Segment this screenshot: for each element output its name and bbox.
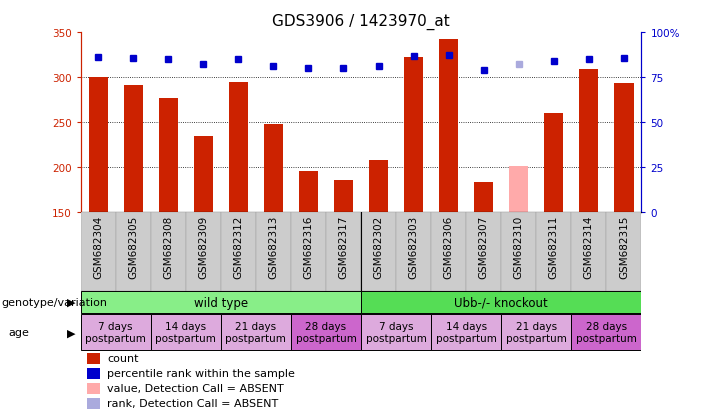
Bar — [81, 315, 151, 350]
Text: count: count — [107, 354, 139, 363]
Bar — [439, 40, 458, 213]
Text: GSM682309: GSM682309 — [198, 215, 208, 278]
Text: age: age — [8, 328, 29, 337]
Bar — [123, 86, 143, 213]
Text: GSM682316: GSM682316 — [304, 215, 313, 278]
Bar — [579, 70, 599, 213]
Text: GSM682305: GSM682305 — [128, 215, 138, 278]
Text: ▶: ▶ — [67, 297, 76, 307]
Text: GSM682314: GSM682314 — [584, 215, 594, 278]
Text: GSM682313: GSM682313 — [268, 215, 278, 278]
Bar — [229, 83, 248, 213]
Bar — [396, 213, 431, 291]
Text: GSM682311: GSM682311 — [549, 215, 559, 278]
Bar — [431, 213, 466, 291]
Bar — [466, 213, 501, 291]
Bar — [299, 171, 318, 213]
Bar — [334, 180, 353, 213]
Bar — [158, 99, 178, 213]
Text: 28 days
postpartum: 28 days postpartum — [296, 322, 356, 343]
Bar — [264, 125, 283, 213]
Bar — [326, 213, 361, 291]
Bar — [544, 114, 564, 213]
Bar — [291, 213, 326, 291]
Bar — [87, 353, 100, 364]
Bar — [431, 315, 501, 350]
Text: GSM682308: GSM682308 — [163, 215, 173, 278]
Text: value, Detection Call = ABSENT: value, Detection Call = ABSENT — [107, 383, 284, 394]
Bar — [361, 292, 641, 313]
Text: genotype/variation: genotype/variation — [1, 297, 107, 307]
Bar — [88, 78, 108, 213]
Text: GSM682302: GSM682302 — [374, 215, 383, 278]
Bar — [186, 213, 221, 291]
Bar — [501, 213, 536, 291]
Text: percentile rank within the sample: percentile rank within the sample — [107, 368, 295, 378]
Bar — [116, 213, 151, 291]
Bar — [614, 84, 634, 213]
Bar — [87, 398, 100, 409]
Bar — [193, 136, 213, 213]
Text: GSM682306: GSM682306 — [444, 215, 454, 278]
Text: GSM682317: GSM682317 — [339, 215, 348, 278]
Bar — [291, 315, 361, 350]
Text: GSM682312: GSM682312 — [233, 215, 243, 278]
Text: GSM682304: GSM682304 — [93, 215, 103, 278]
Bar — [404, 58, 423, 213]
Bar — [151, 315, 221, 350]
Bar — [369, 161, 388, 213]
Text: wild type: wild type — [193, 296, 248, 309]
Bar — [571, 213, 606, 291]
Bar — [87, 368, 100, 379]
Text: 14 days
postpartum: 14 days postpartum — [436, 322, 496, 343]
Bar — [81, 213, 116, 291]
Text: GSM682310: GSM682310 — [514, 215, 524, 278]
Bar — [501, 315, 571, 350]
Bar — [87, 383, 100, 394]
Bar — [221, 315, 291, 350]
Text: 28 days
postpartum: 28 days postpartum — [576, 322, 637, 343]
Bar — [509, 167, 529, 213]
Bar — [536, 213, 571, 291]
Bar — [606, 213, 641, 291]
Bar — [474, 183, 494, 213]
Bar — [221, 213, 256, 291]
Text: ▶: ▶ — [67, 328, 76, 337]
Text: GSM682307: GSM682307 — [479, 215, 489, 278]
Text: 14 days
postpartum: 14 days postpartum — [156, 322, 216, 343]
Bar — [571, 315, 641, 350]
Text: 7 days
postpartum: 7 days postpartum — [366, 322, 426, 343]
Bar — [81, 292, 361, 313]
Text: 7 days
postpartum: 7 days postpartum — [86, 322, 146, 343]
Text: rank, Detection Call = ABSENT: rank, Detection Call = ABSENT — [107, 399, 279, 408]
Text: 21 days
postpartum: 21 days postpartum — [506, 322, 566, 343]
Bar — [151, 213, 186, 291]
Title: GDS3906 / 1423970_at: GDS3906 / 1423970_at — [272, 14, 450, 30]
Bar — [256, 213, 291, 291]
Bar — [361, 213, 396, 291]
Bar — [361, 315, 431, 350]
Text: GSM682303: GSM682303 — [409, 215, 418, 278]
Text: 21 days
postpartum: 21 days postpartum — [226, 322, 286, 343]
Text: GSM682315: GSM682315 — [619, 215, 629, 278]
Text: Ubb-/- knockout: Ubb-/- knockout — [454, 296, 548, 309]
